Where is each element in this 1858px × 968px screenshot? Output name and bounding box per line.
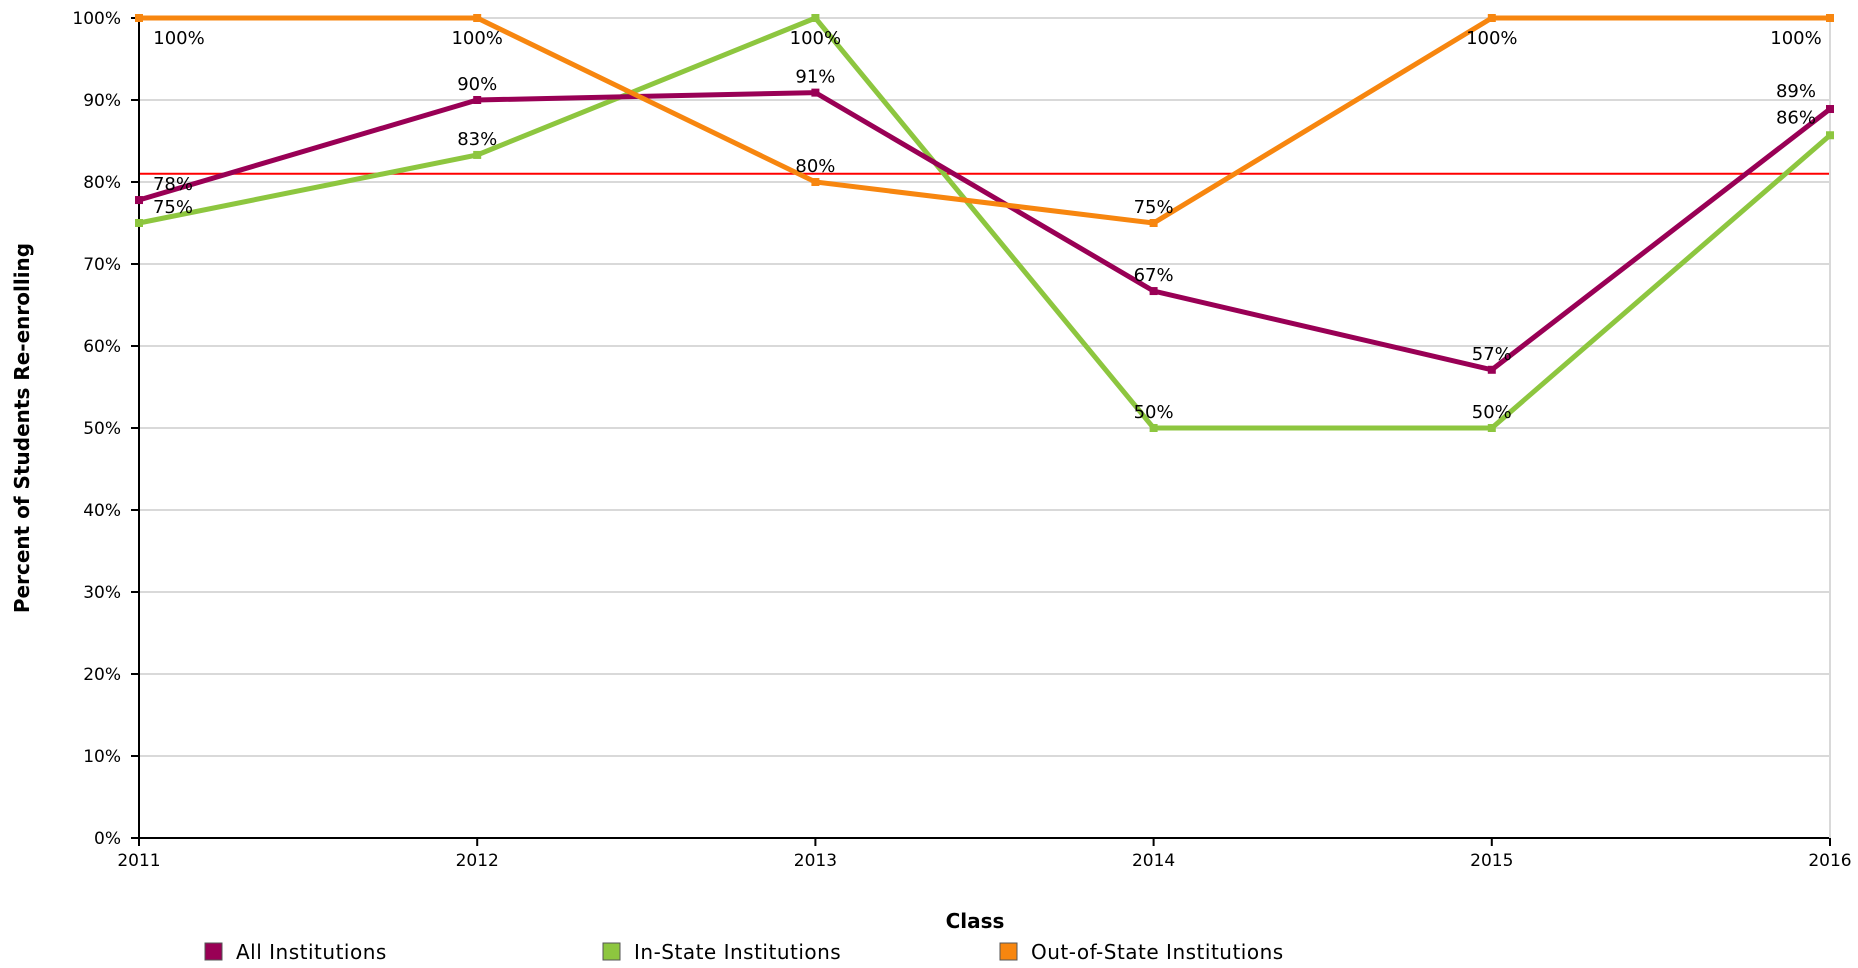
legend-label: Out-of-State Institutions bbox=[1031, 940, 1284, 964]
data-point bbox=[473, 150, 482, 159]
y-tick-label: 10% bbox=[83, 747, 121, 767]
y-tick-label: 20% bbox=[83, 665, 121, 685]
data-labels: 78% 90% 91% 67% 57% 89% 75% 83% 100% 50% 50% 86% 100… bbox=[153, 28, 1822, 423]
data-point bbox=[135, 14, 143, 22]
legend-swatch bbox=[204, 942, 223, 961]
data-label: 89% bbox=[1776, 81, 1816, 102]
x-tick-label: 2011 bbox=[117, 851, 160, 871]
data-label: 75% bbox=[1134, 197, 1174, 218]
data-point bbox=[811, 178, 820, 186]
data-point bbox=[1149, 424, 1158, 432]
data-point bbox=[1826, 105, 1834, 114]
x-axis-title: Class bbox=[946, 909, 1005, 933]
grid-lines bbox=[139, 17, 1830, 757]
data-point bbox=[1487, 365, 1496, 374]
legend-swatch bbox=[602, 942, 621, 961]
data-label: 83% bbox=[457, 129, 497, 150]
y-tick-labels: 0% 10% 20% 30% 40% 50% 60% 70% 80% 90% 100% bbox=[72, 9, 139, 849]
legend-label: All Institutions bbox=[236, 940, 387, 964]
data-label: 100% bbox=[153, 28, 204, 49]
data-point bbox=[1487, 424, 1496, 432]
y-tick-label: 0% bbox=[94, 829, 121, 849]
series-lines bbox=[135, 14, 1834, 432]
y-tick-label: 80% bbox=[83, 173, 121, 193]
data-label: 100% bbox=[451, 28, 502, 49]
x-tick-label: 2014 bbox=[1132, 851, 1175, 871]
y-tick-label: 70% bbox=[83, 255, 121, 275]
x-tick-label: 2016 bbox=[1808, 851, 1851, 871]
data-label: 50% bbox=[1472, 402, 1512, 423]
data-point bbox=[1826, 131, 1834, 140]
data-label: 57% bbox=[1472, 344, 1512, 365]
y-tick-label: 40% bbox=[83, 501, 121, 521]
y-tick-label: 90% bbox=[83, 91, 121, 111]
data-label: 100% bbox=[1770, 28, 1821, 49]
y-tick-label: 100% bbox=[72, 9, 121, 29]
data-label: 80% bbox=[795, 156, 835, 177]
x-tick-label: 2013 bbox=[794, 851, 837, 871]
data-point bbox=[1149, 219, 1158, 227]
data-label: 78% bbox=[153, 174, 193, 195]
data-point bbox=[1826, 14, 1834, 22]
data-label: 50% bbox=[1134, 402, 1174, 423]
x-tick-label: 2012 bbox=[456, 851, 499, 871]
y-axis-title: Percent of Students Re-enrolling bbox=[10, 243, 34, 613]
data-label: 67% bbox=[1134, 265, 1174, 286]
data-label: 86% bbox=[1776, 107, 1816, 128]
legend-label: In-State Institutions bbox=[634, 940, 841, 964]
legend-swatch bbox=[999, 942, 1018, 961]
data-point bbox=[473, 14, 482, 22]
x-tick-label: 2015 bbox=[1470, 851, 1513, 871]
data-label: 91% bbox=[795, 67, 835, 88]
data-point bbox=[135, 219, 143, 227]
y-tick-label: 60% bbox=[83, 337, 121, 357]
series-line bbox=[138, 14, 1832, 431]
legend: All Institutions In-State Institutions Out… bbox=[204, 940, 1284, 964]
data-point bbox=[135, 196, 143, 205]
series-line bbox=[138, 90, 1832, 373]
data-point bbox=[473, 96, 482, 104]
data-label: 100% bbox=[1466, 28, 1517, 49]
data-point bbox=[1149, 287, 1158, 296]
data-point bbox=[811, 88, 820, 97]
series-line bbox=[139, 15, 1830, 226]
x-tick-labels: 2011 2012 2013 2014 2015 2016 bbox=[117, 838, 1852, 871]
data-point bbox=[1487, 14, 1496, 22]
y-tick-label: 50% bbox=[83, 419, 121, 439]
y-tick-label: 30% bbox=[83, 583, 121, 603]
data-point bbox=[811, 14, 820, 22]
data-label: 90% bbox=[457, 74, 497, 95]
data-label: 100% bbox=[790, 28, 841, 49]
data-label: 75% bbox=[153, 197, 193, 218]
